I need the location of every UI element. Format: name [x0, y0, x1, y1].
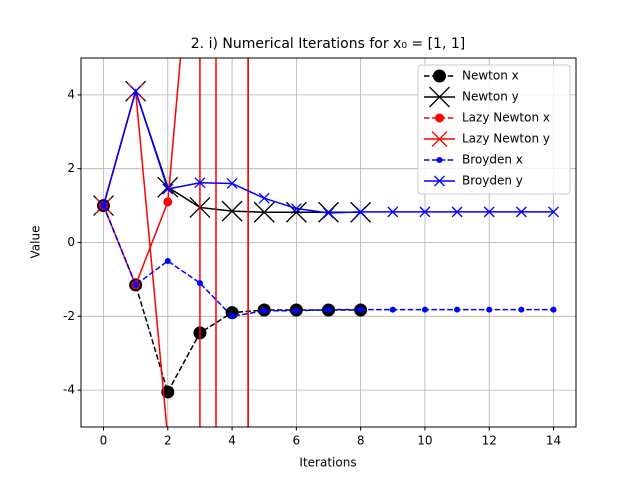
legend-label: Lazy Newton y [462, 132, 550, 146]
x-tick-label: 4 [228, 434, 236, 448]
marker [293, 307, 300, 314]
marker [421, 306, 428, 313]
marker [193, 326, 207, 340]
legend: Newton x Newton y Lazy Newton x Lazy Newton… [417, 64, 571, 195]
marker [451, 206, 463, 218]
marker [548, 206, 559, 218]
marker [226, 178, 238, 189]
marker [130, 85, 142, 97]
plot-area [93, 0, 559, 480]
marker [433, 69, 446, 83]
y-tick-label: 2 [67, 161, 75, 175]
marker [387, 206, 399, 218]
marker [550, 306, 557, 313]
marker [389, 306, 396, 313]
y-axis-label: Value [29, 226, 43, 259]
marker [355, 206, 367, 218]
marker [132, 281, 139, 288]
marker [285, 201, 307, 223]
marker [486, 306, 493, 313]
chart-title: 2. i) Numerical Iterations for x₀ = [1, … [191, 36, 465, 52]
marker [253, 201, 275, 223]
legend-box [417, 64, 571, 195]
marker [164, 257, 171, 264]
marker [434, 175, 445, 187]
marker [429, 86, 450, 108]
legend-label: Broyden x [462, 153, 523, 167]
marker [436, 157, 443, 163]
marker [323, 207, 334, 219]
marker [221, 200, 243, 222]
marker [261, 307, 268, 314]
marker [419, 206, 431, 218]
y-tick-label: -2 [63, 309, 75, 323]
legend-label: Broyden y [462, 174, 523, 188]
marker [229, 313, 236, 320]
x-axis-label: Iterations [299, 456, 356, 470]
series-line [102, 205, 554, 318]
marker [98, 200, 109, 212]
marker [357, 306, 364, 313]
marker [161, 385, 175, 399]
y-tick-label: 0 [67, 235, 75, 249]
marker [163, 197, 173, 207]
marker [258, 192, 270, 204]
marker [515, 206, 527, 218]
x-tick-label: 0 [100, 434, 108, 448]
y-tick-label: 4 [67, 87, 75, 101]
marker [290, 203, 302, 215]
x-tick-label: 6 [293, 434, 301, 448]
marker [518, 306, 525, 313]
marker [325, 306, 332, 313]
legend-label: Newton y [462, 90, 519, 104]
x-tick-label: 14 [546, 434, 561, 448]
legend-label: Newton x [462, 69, 519, 83]
x-tick-label: 8 [357, 434, 365, 448]
marker [196, 280, 203, 287]
ticks: 0 2 4 6 8 10 12 14 -4 -2 0 2 4 [63, 87, 561, 447]
marker [483, 206, 495, 218]
legend-label: Lazy Newton x [462, 111, 550, 125]
x-tick-label: 12 [482, 434, 497, 448]
marker [454, 306, 461, 313]
y-tick-label: -4 [63, 383, 75, 397]
marker [435, 113, 444, 123]
marker [431, 131, 448, 147]
x-tick-label: 10 [417, 434, 432, 448]
marker [162, 183, 174, 195]
x-tick-label: 2 [164, 434, 172, 448]
marker [194, 177, 206, 189]
